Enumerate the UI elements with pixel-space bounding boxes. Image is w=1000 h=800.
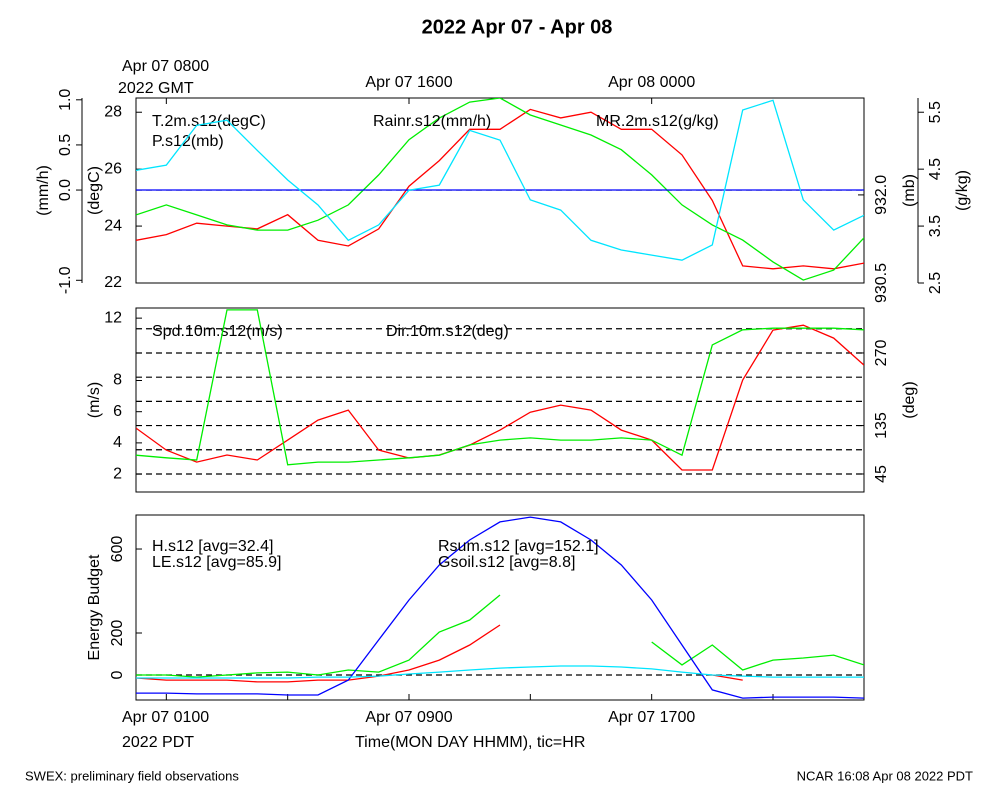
y-tick-label: 600 xyxy=(109,536,126,563)
y-axis-label: (deg) xyxy=(901,381,918,418)
x-tick-label: Apr 07 1700 xyxy=(608,709,695,726)
series-line xyxy=(136,108,864,270)
y-axis-label: (mb) xyxy=(901,174,918,207)
legend-entry: LE.s12 [avg=85.9] xyxy=(152,554,281,571)
y-tick-label: -1.0 xyxy=(57,266,74,294)
chart-title: 2022 Apr 07 - Apr 08 xyxy=(422,16,613,38)
legend-entry: P.s12(mb) xyxy=(152,133,224,150)
y-tick-label: 26 xyxy=(104,160,122,177)
series-line xyxy=(136,324,864,471)
y-axis-label: (g/kg) xyxy=(954,170,971,211)
y-tick-label: 12 xyxy=(104,309,122,326)
series-line xyxy=(136,624,743,683)
series-line xyxy=(136,516,864,699)
footer-right: NCAR 16:08 Apr 08 2022 PDT xyxy=(797,768,973,783)
x-tick-label: Apr 07 1600 xyxy=(365,74,452,91)
series-line xyxy=(136,665,864,679)
legend-entry: Rsum.s12 [avg=152.1] xyxy=(438,538,599,555)
y-tick-label: 5.5 xyxy=(927,101,944,123)
y-tick-label: 4 xyxy=(113,434,122,451)
y-tick-label: 135 xyxy=(873,412,890,439)
y-axis-label: (m/s) xyxy=(86,382,103,418)
series-line xyxy=(136,594,864,678)
footer-left: SWEX: preliminary field observations xyxy=(25,768,239,783)
x-note: 2022 GMT xyxy=(118,80,194,97)
x-note: 2022 PDT xyxy=(122,734,194,751)
x-tick-label: Apr 07 0900 xyxy=(365,709,452,726)
y-tick-label: 2 xyxy=(113,465,122,482)
y-tick-label: 1.0 xyxy=(57,89,74,111)
legend-entry: H.s12 [avg=32.4] xyxy=(152,538,273,555)
series-line xyxy=(136,99,864,261)
y-tick-label: 45 xyxy=(873,465,890,483)
x-tick-label: Apr 07 0800 xyxy=(122,58,209,75)
y-axis-label: (degC) xyxy=(86,166,103,215)
y-tick-label: 8 xyxy=(113,372,122,389)
y-tick-label: 24 xyxy=(104,217,122,234)
y-tick-label: 2.5 xyxy=(927,272,944,294)
legend-entry: Spd.10m.s12(m/s) xyxy=(152,323,283,340)
legend-entry: T.2m.s12(degC) xyxy=(152,113,266,130)
y-tick-label: 270 xyxy=(873,340,890,367)
y-tick-label: 0.5 xyxy=(57,134,74,156)
y-tick-label: 28 xyxy=(104,103,122,120)
legend-entry: Rainr.s12(mm/h) xyxy=(373,113,491,130)
y-axis-label: (mm/h) xyxy=(35,165,52,216)
series-line xyxy=(136,309,864,466)
y-tick-label: 200 xyxy=(109,620,126,647)
series-line xyxy=(136,98,864,281)
x-axis-label: Time(MON DAY HHMM), tic=HR xyxy=(355,734,585,751)
y-tick-label: 0 xyxy=(109,670,126,679)
y-tick-label: 6 xyxy=(113,403,122,420)
y-tick-label: 22 xyxy=(104,274,122,291)
legend-entry: MR.2m.s12(g/kg) xyxy=(596,113,719,130)
legend-entry: Gsoil.s12 [avg=8.8] xyxy=(438,554,575,571)
plot-frame xyxy=(135,514,865,701)
y-tick-label: 4.5 xyxy=(927,158,944,180)
y-tick-label: 0.0 xyxy=(57,179,74,201)
plot-frame xyxy=(135,307,865,493)
y-axis-label: Energy Budget xyxy=(86,554,103,660)
legend-entry: Dir.10m.s12(deg) xyxy=(386,323,509,340)
x-tick-label: Apr 08 0000 xyxy=(608,74,695,91)
y-tick-label: 932.0 xyxy=(873,175,890,215)
x-tick-label: Apr 07 0100 xyxy=(122,709,209,726)
y-tick-label: 3.5 xyxy=(927,215,944,237)
y-tick-label: 930.5 xyxy=(873,263,890,303)
